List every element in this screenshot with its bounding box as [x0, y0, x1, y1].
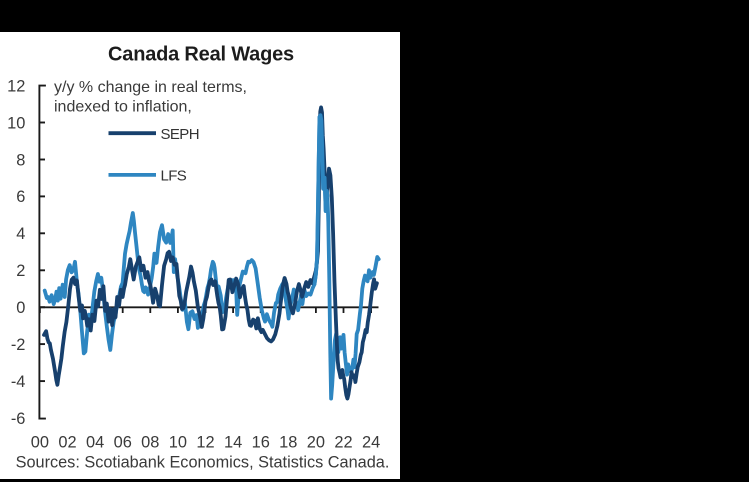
svg-text:-6: -6 [11, 410, 26, 428]
svg-text:02: 02 [58, 434, 76, 452]
svg-text:y/y % change in real terms,: y/y % change in real terms, [54, 79, 247, 96]
svg-text:Sources: Scotiabank Economics,: Sources: Scotiabank Economics, Statistic… [16, 454, 390, 472]
svg-text:12: 12 [196, 434, 214, 452]
svg-text:10: 10 [7, 114, 25, 132]
svg-text:8: 8 [16, 151, 25, 169]
svg-text:0: 0 [16, 299, 25, 317]
svg-text:14: 14 [224, 434, 242, 452]
svg-text:-2: -2 [11, 336, 26, 354]
svg-text:08: 08 [141, 434, 159, 452]
svg-text:06: 06 [114, 434, 132, 452]
svg-text:2: 2 [16, 262, 25, 280]
svg-text:00: 00 [31, 434, 49, 452]
svg-text:12: 12 [7, 77, 25, 95]
svg-text:20: 20 [307, 434, 325, 452]
svg-text:04: 04 [86, 434, 104, 452]
svg-text:6: 6 [16, 188, 25, 206]
svg-text:indexed to inflation,: indexed to inflation, [54, 99, 192, 116]
svg-text:LFS: LFS [161, 167, 187, 184]
svg-text:-4: -4 [11, 373, 26, 391]
svg-text:24: 24 [362, 434, 380, 452]
svg-text:18: 18 [279, 434, 297, 452]
svg-text:SEPH: SEPH [161, 126, 199, 143]
svg-text:10: 10 [169, 434, 187, 452]
svg-text:4: 4 [16, 225, 25, 243]
svg-text:Canada Real Wages: Canada Real Wages [108, 44, 294, 66]
svg-text:16: 16 [252, 434, 270, 452]
svg-text:22: 22 [334, 434, 352, 452]
